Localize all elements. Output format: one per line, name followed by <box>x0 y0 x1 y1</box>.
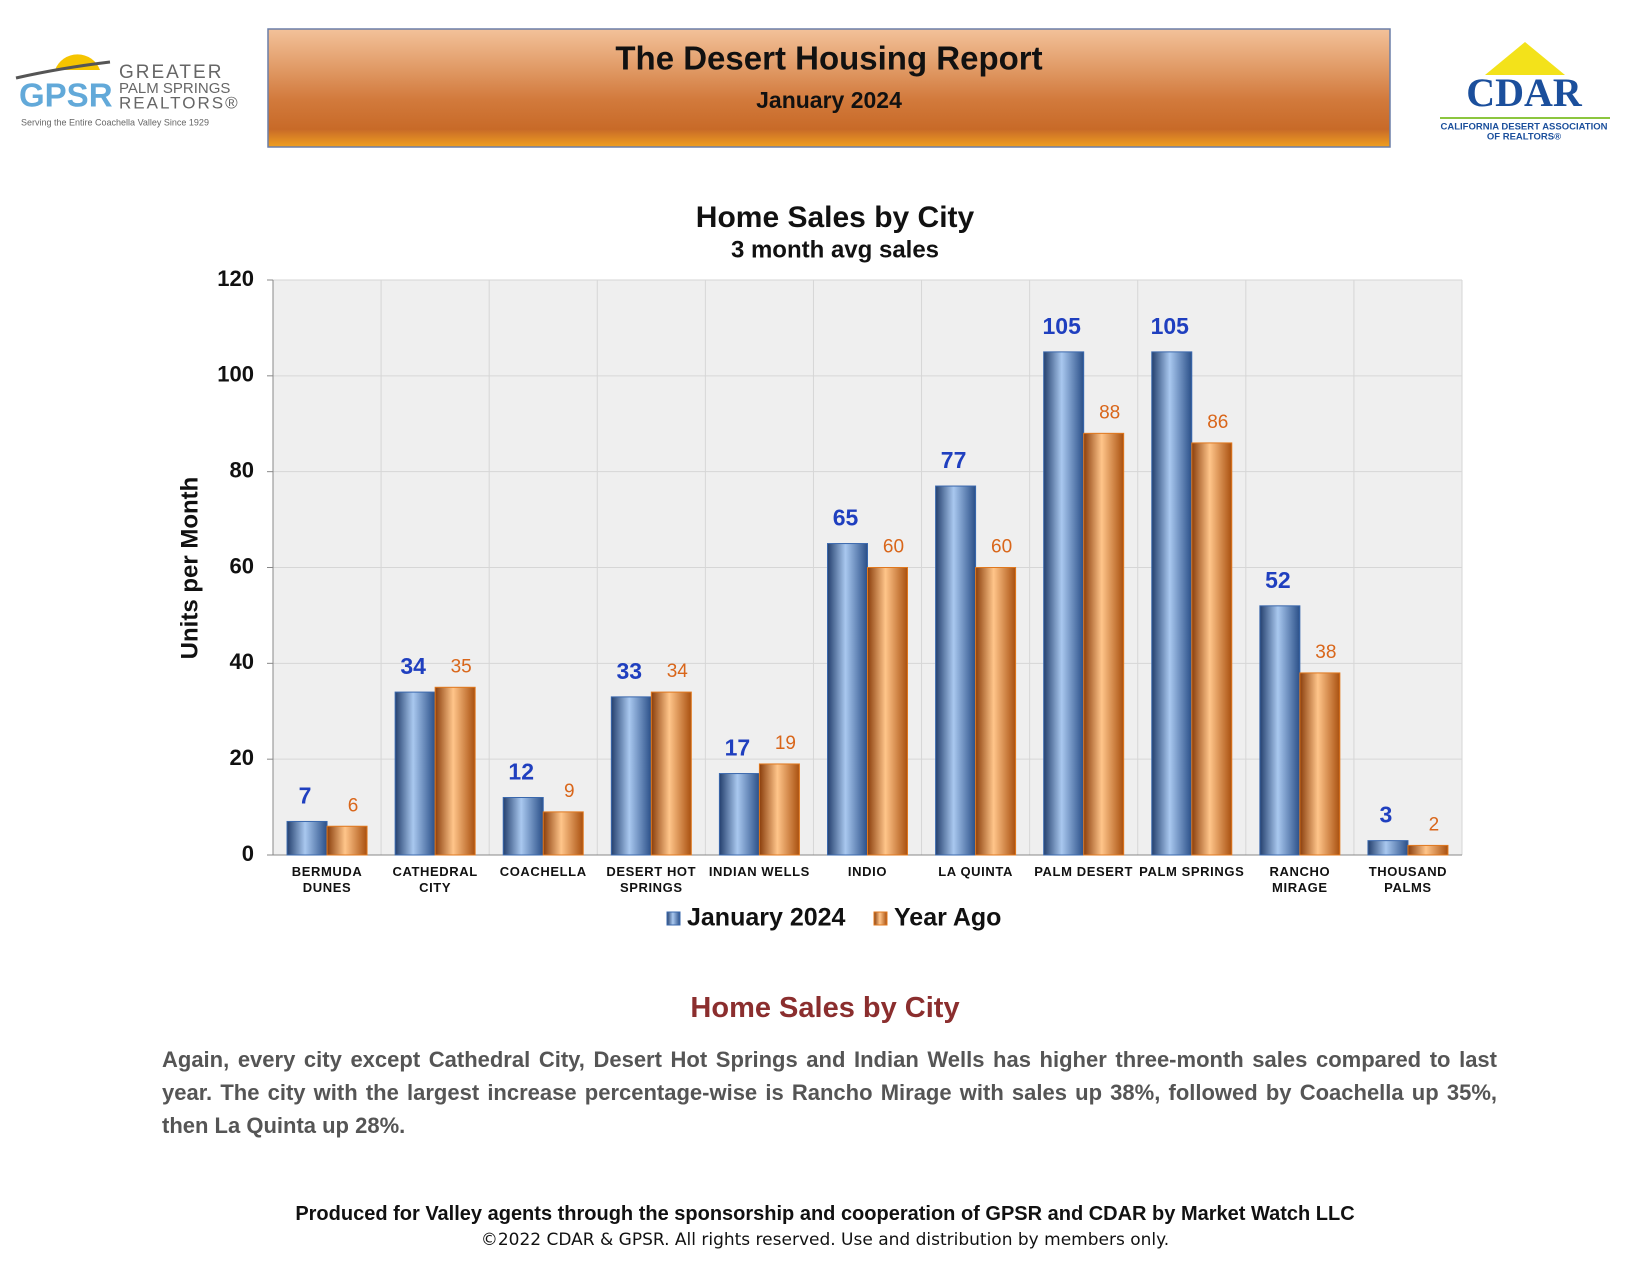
bar <box>1367 840 1409 856</box>
data-label: 65 <box>833 505 859 531</box>
y-axis-label: Units per Month <box>176 477 203 660</box>
data-label: 52 <box>1265 567 1291 593</box>
bar <box>1151 351 1193 856</box>
header-box <box>267 28 1391 148</box>
y-tick-label: 0 <box>242 841 254 866</box>
gpsr-tagline: Serving the Entire Coachella Valley Sinc… <box>21 117 209 127</box>
x-tick-label: RANCHO MIRAGE <box>1269 864 1331 895</box>
x-tick-label: PALM SPRINGS <box>1139 864 1245 879</box>
header-subtitle: January 2024 <box>756 87 902 113</box>
bar <box>1191 442 1233 856</box>
x-tick-label: LA QUINTA <box>938 864 1013 879</box>
bar <box>867 567 908 856</box>
data-label: 88 <box>1099 402 1120 423</box>
data-label: 7 <box>299 783 312 809</box>
cdar-mark: CDAR <box>1466 70 1583 115</box>
bar <box>542 811 584 856</box>
x-tick-label: PALM DESERT <box>1034 864 1134 879</box>
data-label: 33 <box>617 658 643 684</box>
bar <box>975 567 1017 856</box>
chart-subtitle: 3 month avg sales <box>731 236 939 263</box>
x-tick-label: DESERT HOT SPRINGS <box>606 864 697 895</box>
bar <box>286 820 328 856</box>
bar <box>502 797 544 856</box>
bar <box>1083 432 1125 856</box>
y-tick-label: 20 <box>230 745 254 770</box>
y-tick-label: 120 <box>217 266 254 291</box>
data-label: 34 <box>400 653 426 679</box>
bar <box>935 485 977 856</box>
data-label: 3 <box>1380 802 1393 828</box>
data-label: 105 <box>1042 313 1081 339</box>
bar <box>827 543 868 856</box>
x-tick-label: INDIO <box>847 864 888 879</box>
data-label: 12 <box>508 759 534 785</box>
data-label: 38 <box>1315 642 1336 663</box>
data-label: 9 <box>564 781 575 802</box>
data-label: 6 <box>348 795 359 816</box>
bar <box>1407 844 1449 856</box>
x-tick-label: BERMUDA DUNES <box>291 864 363 895</box>
gpsr-mark: GPSR <box>19 77 113 114</box>
bar <box>758 763 800 856</box>
bar <box>1259 605 1301 856</box>
gpsr-line: PALM SPRINGS <box>119 80 230 97</box>
y-tick-label: 100 <box>217 362 254 387</box>
legend-label: January 2024 <box>687 904 846 932</box>
bar <box>1043 351 1085 856</box>
x-tick-label: COACHELLA <box>499 864 587 879</box>
bar <box>718 773 760 856</box>
y-tick-label: 80 <box>230 457 254 482</box>
legend-swatch <box>666 911 681 926</box>
bar <box>394 691 436 856</box>
logo-roof <box>1485 42 1565 75</box>
bar <box>326 825 368 856</box>
y-tick-label: 40 <box>230 649 254 674</box>
x-tick-label: THOUSAND PALMS <box>1368 864 1448 895</box>
data-label: 2 <box>1429 814 1440 835</box>
data-label: 17 <box>725 735 751 761</box>
footer-credit: Produced for Valley agents through the s… <box>295 1203 1355 1225</box>
cdar-line: CALIFORNIA DESERT ASSOCIATION <box>1441 122 1608 133</box>
data-label: 60 <box>883 537 904 558</box>
logo-swoosh <box>15 60 111 80</box>
bar <box>650 691 692 856</box>
legend-label: Year Ago <box>894 904 1001 932</box>
bar <box>610 696 652 856</box>
bar <box>434 686 476 856</box>
cdar-line: OF REALTORS® <box>1487 132 1561 143</box>
y-tick-label: 60 <box>230 553 254 578</box>
x-tick-label: CATHEDRAL CITY <box>392 864 478 895</box>
data-label: 86 <box>1207 412 1228 433</box>
data-label: 77 <box>941 447 967 473</box>
x-tick-label: INDIAN WELLS <box>708 864 810 879</box>
section-body: Again, every city except Cathedral City,… <box>162 1047 1497 1138</box>
bar <box>1299 672 1341 856</box>
data-label: 34 <box>667 661 689 682</box>
gpsr-line: REALTORS® <box>119 93 240 112</box>
data-label: 35 <box>451 656 472 677</box>
gpsr-line: GREATER <box>119 62 223 83</box>
legend-swatch <box>873 911 888 926</box>
data-label: 19 <box>775 733 796 754</box>
data-label: 60 <box>991 537 1012 558</box>
section-heading: Home Sales by City <box>690 992 960 1024</box>
chart-title: Home Sales by City <box>696 201 975 234</box>
data-label: 105 <box>1151 313 1190 339</box>
header-title: The Desert Housing Report <box>615 40 1042 77</box>
footer-copyright: ©2022 CDAR & GPSR. All rights reserved. … <box>480 1230 1170 1250</box>
